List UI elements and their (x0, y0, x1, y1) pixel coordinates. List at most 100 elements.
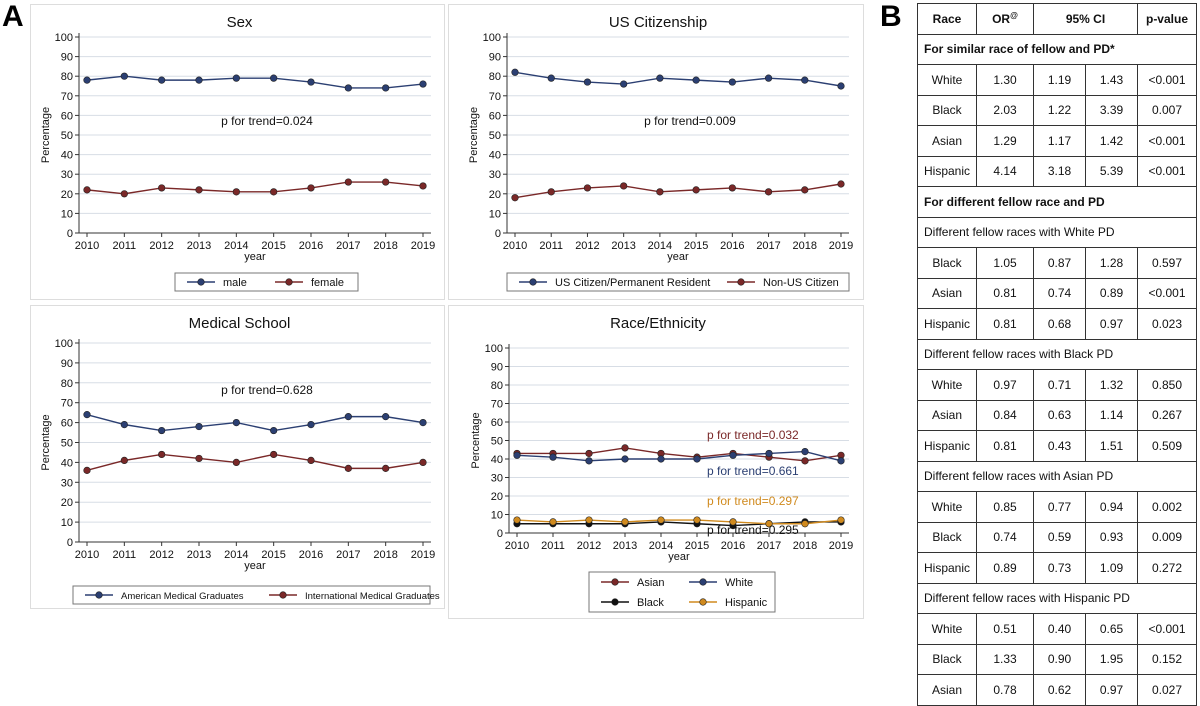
y-tick-label: 50 (61, 130, 73, 142)
table-cell: Hispanic (917, 155, 977, 187)
legend-marker (95, 591, 103, 599)
section-title: For different fellow race and PD (917, 186, 1197, 218)
data-point (419, 458, 427, 466)
table-row: Black 1.05 0.87 1.28 0.597 (917, 247, 1197, 279)
x-tick-label: 2018 (373, 240, 397, 252)
x-tick-label: 2015 (684, 240, 708, 252)
x-tick-label: 2016 (720, 240, 744, 252)
table-section-row: For similar race of fellow and PD* (917, 33, 1197, 65)
superscript-mark: @ (1010, 11, 1018, 21)
table-cell: 0.509 (1137, 430, 1197, 462)
legend-marker (611, 578, 619, 586)
table-row: Black 2.03 1.22 3.39 0.007 (917, 94, 1197, 126)
table-cell: White (917, 369, 977, 401)
data-point (765, 520, 773, 528)
y-tick-label: 60 (61, 110, 73, 122)
table-row: Hispanic 0.81 0.43 1.51 0.509 (917, 430, 1197, 462)
legend-label: male (223, 277, 247, 289)
y-axis-label: Percentage (468, 107, 480, 163)
chart-citizenship-svg: US Citizenship 0 10 20 30 40 50 60 70 80 90 100 2010… (468, 14, 853, 292)
table-cell: 0.93 (1085, 521, 1138, 553)
data-point (232, 418, 240, 427)
chart-sex: Sex 0 10 20 30 40 50 60 70 80 90 100 2010 2011 2012 201… (30, 4, 445, 300)
trend-annotation: p for trend=0.024 (221, 114, 313, 128)
y-tick-label: 0 (497, 528, 503, 540)
data-point (307, 184, 315, 192)
table-cell: 0.87 (1033, 247, 1086, 279)
legend-label: Non-US Citizen (763, 277, 839, 289)
y-tick-label: 50 (491, 436, 503, 448)
table-cell: 1.14 (1085, 399, 1138, 431)
table-cell: 0.81 (976, 308, 1034, 340)
y-tick-label: 30 (61, 477, 73, 489)
legend-marker (529, 278, 537, 286)
table-cell: Asian (917, 277, 977, 309)
y-tick-label: 80 (489, 71, 501, 83)
table-cell: <0.001 (1137, 155, 1197, 187)
data-point (837, 82, 845, 90)
x-tick-label: 2013 (187, 549, 211, 561)
table-cell: 1.33 (976, 643, 1034, 675)
table-cell: 0.267 (1137, 399, 1197, 431)
table-cell: 0.009 (1137, 521, 1197, 553)
panel-label-b: B (880, 0, 902, 33)
data-point (549, 453, 557, 461)
y-tick-label: 60 (61, 418, 73, 430)
x-tick-label: 2010 (503, 240, 527, 252)
table-cell: 0.74 (976, 521, 1034, 553)
trend-annotation: p for trend=0.295 (707, 523, 799, 537)
odds-ratio-table: Race OR@ 95% CI p-value For similar race… (917, 3, 1197, 706)
data-point (419, 182, 427, 190)
y-axis-label: Percentage (40, 414, 52, 470)
table-cell: 0.027 (1137, 674, 1197, 706)
table-cell: 0.73 (1033, 552, 1086, 584)
data-point (307, 456, 315, 465)
table-cell: 0.97 (1085, 674, 1138, 706)
table-cell: 1.95 (1085, 643, 1138, 675)
x-tick-label: 2016 (299, 240, 323, 252)
data-point (344, 413, 352, 421)
y-tick-label: 40 (61, 457, 73, 469)
x-tick-label: 2011 (113, 549, 137, 561)
x-tick-label: 2017 (336, 549, 360, 561)
legend-marker (197, 278, 205, 286)
data-point (837, 457, 845, 465)
legend-label: Hispanic (725, 597, 768, 609)
column-header-or: OR@ (976, 3, 1034, 35)
chart-title: US Citizenship (609, 14, 707, 31)
y-axis-label: Percentage (40, 107, 52, 163)
x-tick-label: 2018 (793, 240, 817, 252)
series-line-male (86, 75, 424, 89)
data-point (621, 518, 629, 526)
x-tick-label: 2011 (541, 540, 565, 552)
table-cell: <0.001 (1137, 125, 1197, 157)
table-cell: 0.51 (976, 613, 1034, 645)
x-tick-label: 2013 (613, 540, 637, 552)
data-point (511, 194, 519, 202)
chart-medical-school: Medical School 0 10 20 30 40 50 60 70 80 90 100 2010… (30, 305, 445, 609)
table-cell: 1.51 (1085, 430, 1138, 462)
section-title: Different fellow races with White PD (917, 216, 1197, 248)
chart-medical-school-svg: Medical School 0 10 20 30 40 50 60 70 80 90 100 2010… (40, 315, 440, 605)
y-tick-label: 0 (67, 537, 73, 549)
y-tick-label: 20 (61, 189, 73, 201)
table-cell: Asian (917, 125, 977, 157)
table-row: Asian 0.84 0.63 1.14 0.267 (917, 399, 1197, 431)
data-point (513, 451, 521, 459)
table-cell: 1.42 (1085, 125, 1138, 157)
table-cell: 0.74 (1033, 277, 1086, 309)
legend-label: US Citizen/Permanent Resident (555, 277, 710, 289)
data-point (195, 186, 203, 194)
legend-marker (285, 278, 293, 286)
data-point (547, 74, 555, 82)
data-point (621, 455, 629, 463)
y-tick-label: 50 (489, 130, 501, 142)
y-tick-label: 50 (61, 438, 73, 450)
trend-annotation: p for trend=0.661 (707, 464, 799, 478)
table-cell: 0.94 (1085, 491, 1138, 523)
table-cell: 0.597 (1137, 247, 1197, 279)
x-tick-label: 2012 (149, 549, 173, 561)
y-tick-label: 100 (55, 32, 73, 44)
data-point (120, 190, 128, 198)
table-cell: White (917, 491, 977, 523)
